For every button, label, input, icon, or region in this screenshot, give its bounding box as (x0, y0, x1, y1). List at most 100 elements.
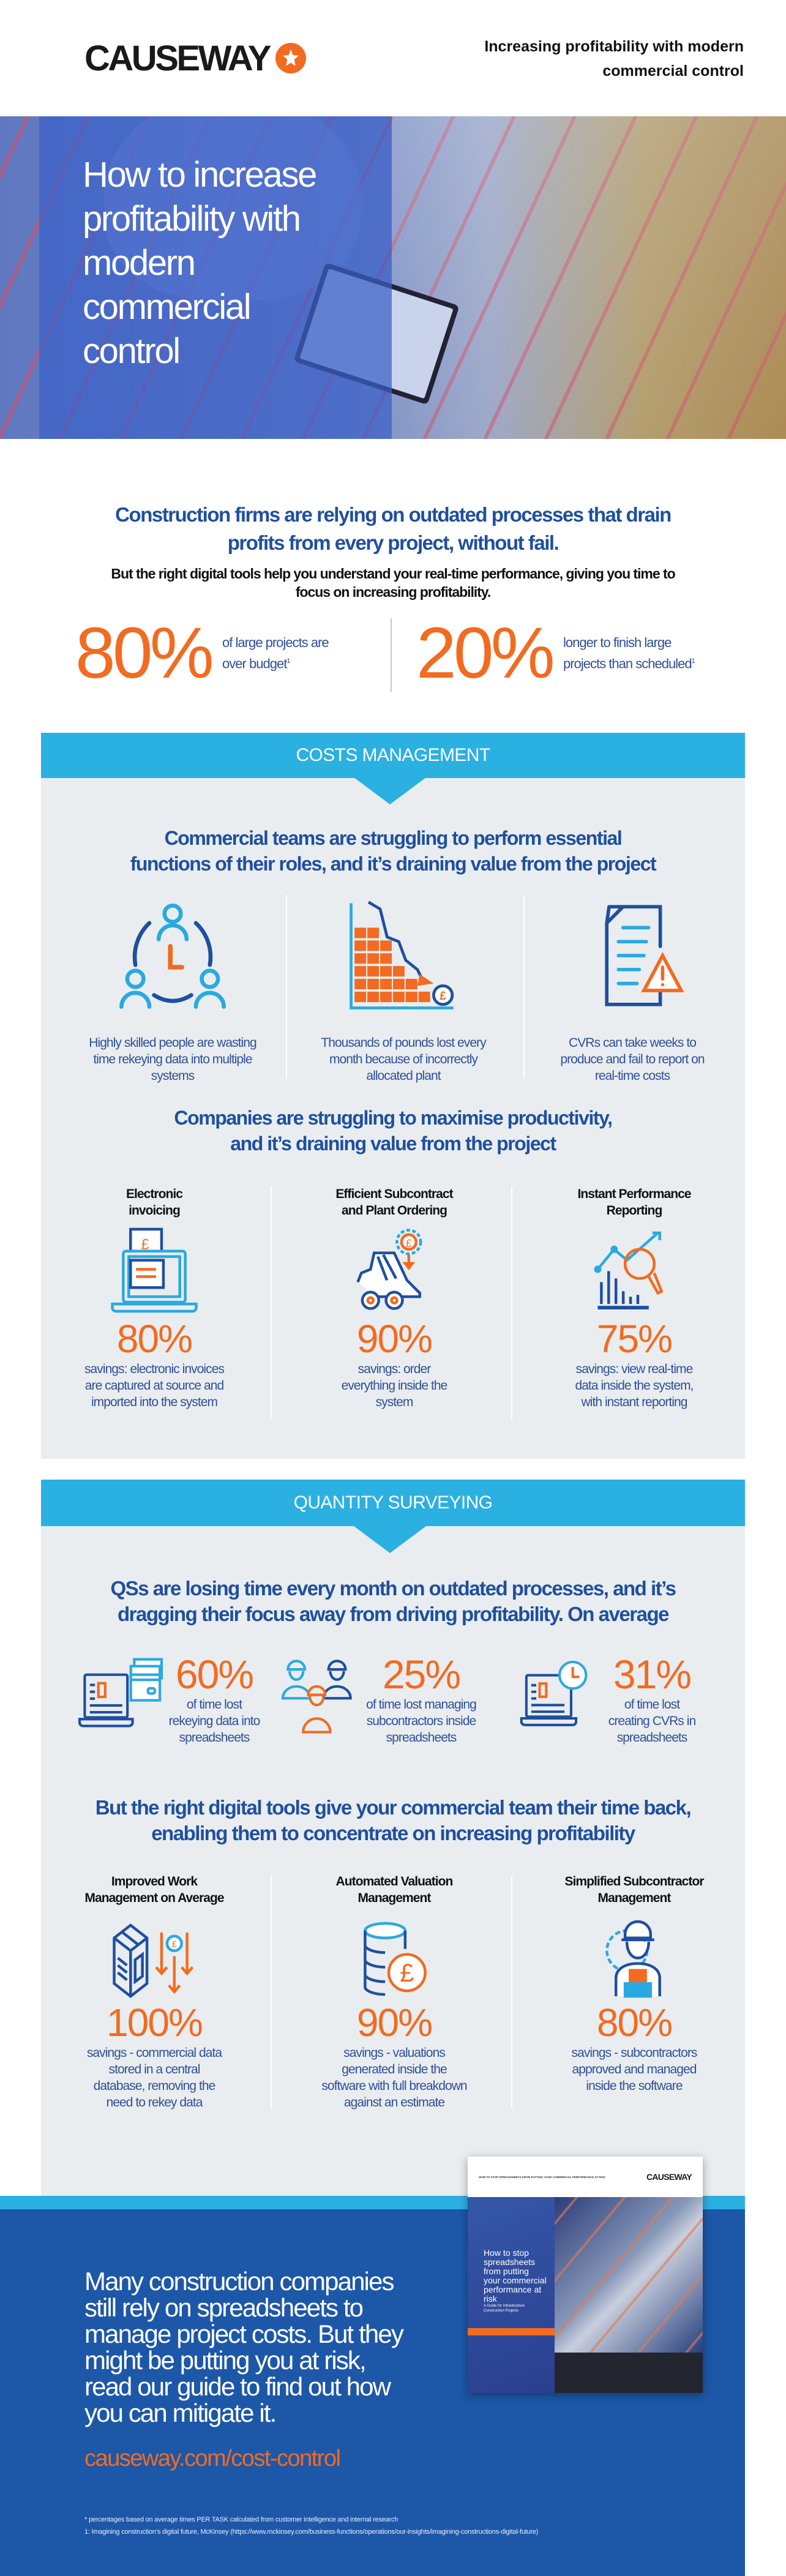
column-divider (523, 895, 525, 1079)
qs-stat-text: 25% of time lost managing subcontractors… (360, 1652, 482, 1746)
solution-title: Electronic invoicing (125, 1187, 183, 1218)
qs-stat-value: 31% (613, 1652, 692, 1697)
guide-cover[interactable]: HOW TO STOP SPREADSHEETS FROM PUTTING YO… (468, 2157, 703, 2393)
stat-divider (391, 618, 392, 692)
problem-caption: Highly skilled people are wasting time r… (89, 1036, 256, 1083)
guide-cover-title: How to stop spreadsheets from putting yo… (484, 2248, 547, 2304)
qs-stat-caption: of time lost creating CVRs in spreadshee… (608, 1698, 696, 1745)
hero-title: How to increase profitability with moder… (83, 155, 317, 371)
guide-cover-header-text: HOW TO STOP SPREADSHEETS FROM PUTTING YO… (479, 2175, 605, 2179)
team-clock-icon (119, 903, 226, 1009)
solution-value: 100% (106, 2001, 203, 2045)
stat-value: 80% (75, 613, 214, 694)
solution-item: Electronic invoicing £ 80% savings: elec… (50, 1186, 258, 1410)
column-divider (511, 1186, 512, 1419)
column-divider (511, 1876, 512, 2108)
solution-caption: savings - subcontractors approved and ma… (571, 2046, 698, 2093)
document-title: Increasing profitability with modern com… (484, 38, 744, 80)
solution-caption: savings - valuations generated inside th… (321, 2046, 467, 2110)
solution-caption: savings: electronic invoices are capture… (84, 1362, 225, 1409)
solution-value: 75% (596, 1317, 673, 1361)
solution-item: Efficient Subcontract and Plant Ordering… (290, 1186, 498, 1410)
svg-text:£: £ (141, 1237, 149, 1253)
qs-stat: 60% of time lost rekeying data into spre… (78, 1652, 261, 1746)
problem-item: CVRs can take weeks to produce and fail … (528, 897, 736, 1084)
solution-item: Improved Work Management on Average £ 10… (50, 1873, 258, 2111)
solution-caption: savings: view real-time data inside the … (575, 1362, 694, 1409)
solution-title: Improved Work Management on Average (84, 1874, 224, 1905)
stat-description: longer to finish large projects than sch… (563, 634, 692, 672)
hero-photo-background (392, 116, 786, 439)
laptop-clock-icon (520, 1660, 588, 1726)
document-warning-icon (605, 905, 684, 1006)
solution-value: 90% (356, 2001, 433, 2045)
solution-caption: savings: order everything inside the sys… (341, 1362, 448, 1409)
qs-stat-text: 60% of time lost rekeying data into spre… (168, 1652, 261, 1746)
qs-headline-2: But the right digital tools give your co… (95, 1796, 692, 1844)
cost-control-link[interactable]: causeway.com/cost-control (84, 2446, 341, 2471)
svg-text:£: £ (172, 1940, 178, 1950)
qs-stat: 25% of time lost managing subcontractors… (281, 1652, 482, 1746)
solution-item: Simplified Subcontractor Management 80% … (530, 1873, 738, 2094)
guide-cover-logo: CAUSEWAY (646, 2172, 692, 2182)
guide-cover-stripe (468, 2328, 555, 2335)
box-arrows-pound-icon: £ (113, 1923, 194, 1998)
costs-headline-1: Commercial teams are struggling to perfo… (130, 827, 657, 875)
stat-text: of large projects are over budget1 (222, 634, 329, 673)
intro-subtext: But the right digital tools help you und… (111, 566, 675, 600)
banner-pointer (354, 1526, 426, 1553)
qs-stat-text: 31% of time lost creating CVRs in spread… (603, 1652, 701, 1746)
costs-banner: COSTS MANAGEMENT (41, 733, 745, 778)
solution-caption: savings - commercial data stored in a ce… (86, 2046, 222, 2110)
footnote-ref: 1 (691, 657, 695, 665)
hero-overlay (39, 116, 392, 439)
problem-caption: Thousands of pounds lost every month bec… (321, 1036, 486, 1083)
qs-stat-caption: of time lost managing subcontractors ins… (366, 1698, 477, 1745)
qs-stat-caption: of time lost rekeying data into spreadsh… (168, 1698, 261, 1745)
problem-caption: CVRs can take weeks to produce and fail … (560, 1036, 705, 1083)
hero-banner (0, 116, 786, 439)
svg-text:£: £ (440, 990, 446, 1003)
laptop-invoice-icon: £ (111, 1227, 198, 1313)
svg-text:£: £ (400, 1958, 414, 1987)
solution-title: Simplified Subcontractor Management (564, 1874, 704, 1905)
solution-title: Instant Performance Reporting (577, 1187, 691, 1218)
solution-value: 80% (116, 1317, 193, 1361)
solution-title: Efficient Subcontract and Plant Ordering (335, 1187, 453, 1218)
qs-banner: QUANTITY SURVEYING (41, 1480, 745, 1526)
solution-value: 90% (356, 1317, 433, 1361)
qs-stat-value: 60% (175, 1652, 254, 1697)
causeway-logo[interactable]: CAUSEWAY (84, 38, 306, 78)
column-divider (271, 1876, 272, 2108)
intro-headline: Construction firms are relying on outdat… (115, 503, 672, 554)
footnote-source: 1: Imagining construction’s digital futu… (84, 2528, 539, 2536)
footnote-methodology: * percentages based on average times PER… (84, 2516, 399, 2523)
costs-headline-2: Companies are struggling to maximise pro… (174, 1107, 613, 1155)
falling-bricks-pound-icon: £ (350, 900, 454, 1009)
logo-wordmark: CAUSEWAY (84, 38, 271, 78)
guide-cover-header: HOW TO STOP SPREADSHEETS FROM PUTTING YO… (468, 2157, 703, 2197)
qs-headline-1: QSs are losing time every month on outda… (110, 1577, 676, 1625)
chart-magnifier-icon (594, 1231, 664, 1310)
solution-item: Automated Valuation Management £ 90% sav… (290, 1873, 498, 2111)
banner-pointer (354, 777, 426, 804)
stat-over-budget: 80% of large projects are over budget1 (75, 613, 329, 694)
qs-stat: 31% of time lost creating CVRs in spread… (520, 1652, 701, 1746)
stat-longer-finish: 20% longer to finish large projects than… (416, 613, 695, 694)
column-divider (271, 1186, 272, 1419)
guide-cover-photo-footer (555, 2353, 703, 2393)
stat-value: 20% (416, 613, 555, 694)
solution-value: 80% (596, 2001, 673, 2045)
qs-panel (41, 1526, 745, 2196)
worker-gear-icon (605, 1920, 661, 1998)
guide-cover-panel (468, 2197, 555, 2393)
footnote-ref: 1 (286, 657, 290, 665)
workers-hardhat-icon (281, 1660, 352, 1734)
guide-cover-photo (555, 2197, 703, 2353)
footer-cta-text: Many construction companies still rely o… (84, 2267, 404, 2427)
problem-item: Highly skilled people are wasting time r… (69, 897, 277, 1084)
stat-description: of large projects are over budget (222, 634, 329, 672)
qs-stat-value: 25% (382, 1652, 461, 1697)
database-pound-icon: £ (364, 1922, 427, 1996)
loader-gear-pound-icon: £ (356, 1229, 422, 1310)
